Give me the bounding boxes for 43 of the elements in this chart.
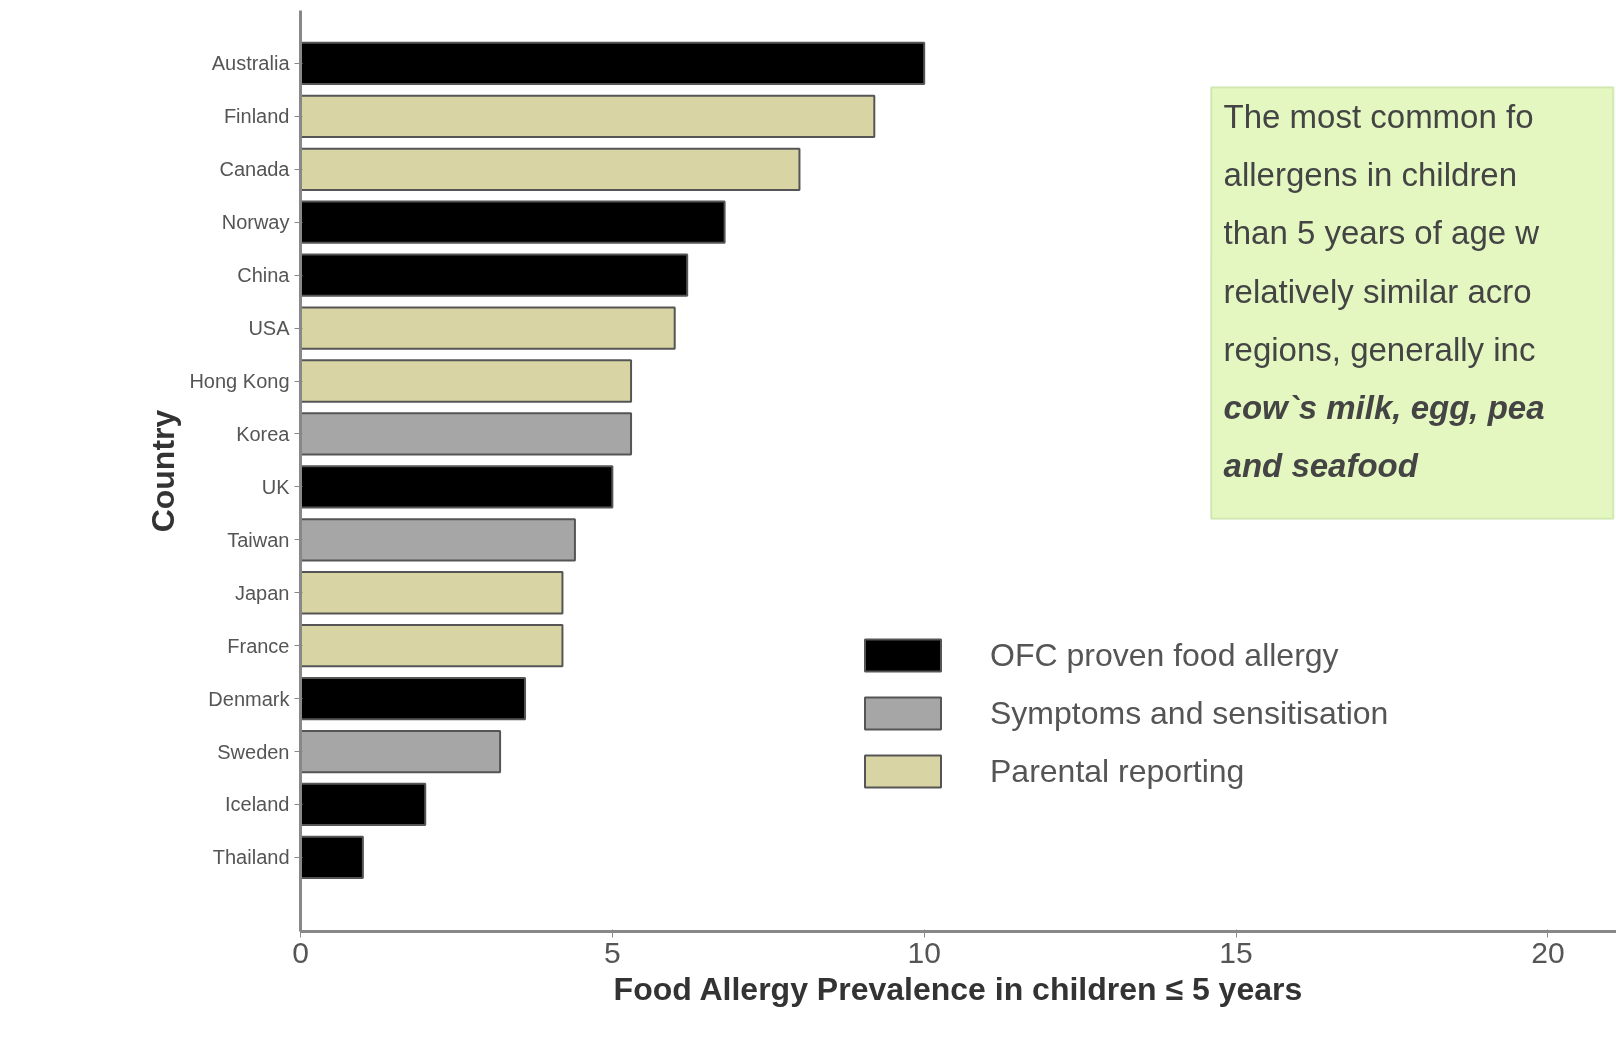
y-tick-label: Iceland (225, 793, 290, 816)
bar (300, 465, 614, 509)
bar (300, 835, 364, 880)
y-tick-label: Korea (236, 422, 291, 445)
x-tick-label: 10 (907, 935, 941, 969)
bar (300, 253, 689, 297)
y-tick-label: Australia (211, 52, 291, 75)
bar (300, 306, 676, 350)
y-tick-label: Sweden (217, 740, 290, 763)
bar (300, 147, 801, 191)
y-tick-label: Finland (223, 105, 290, 128)
y-tick-label: Japan (235, 581, 290, 604)
legend-label: Symptoms and sensitisation (990, 694, 1389, 732)
bar (300, 412, 633, 456)
y-tick-label: USA (248, 317, 291, 340)
bar (300, 571, 564, 615)
bar (300, 729, 502, 774)
y-tick-label: Hong Kong (189, 370, 290, 393)
x-tick-label: 15 (1219, 935, 1253, 969)
bar (300, 94, 876, 139)
legend-label: OFC proven food allergy (990, 636, 1339, 674)
y-tick-label: Thailand (212, 846, 290, 869)
x-axis-title: Food Allergy Prevalence in children ≤ 5 years (613, 970, 1303, 1007)
bar (300, 41, 926, 86)
y-tick-label: Canada (219, 158, 291, 181)
y-tick-label: Denmark (208, 687, 291, 710)
legend-label: Parental reporting (990, 752, 1245, 790)
bar (300, 676, 527, 721)
y-tick-label: Norway (221, 211, 290, 234)
x-tick-label: 0 (292, 935, 309, 969)
y-axis-title: Country (145, 409, 182, 533)
y-tick-label: UK (261, 475, 291, 498)
bar (300, 624, 564, 668)
y-tick-label: China (237, 264, 291, 287)
x-tick-label: 5 (604, 935, 621, 969)
bar (300, 200, 726, 244)
bar (300, 782, 427, 827)
annotation: cow`s milk, egg, pea and seafood (1223, 388, 1545, 485)
y-tick-label: Taiwan (227, 528, 290, 551)
bar (300, 359, 633, 403)
y-tick-label: France (227, 634, 290, 657)
bar (300, 518, 576, 562)
x-tick-label: 20 (1531, 935, 1565, 969)
